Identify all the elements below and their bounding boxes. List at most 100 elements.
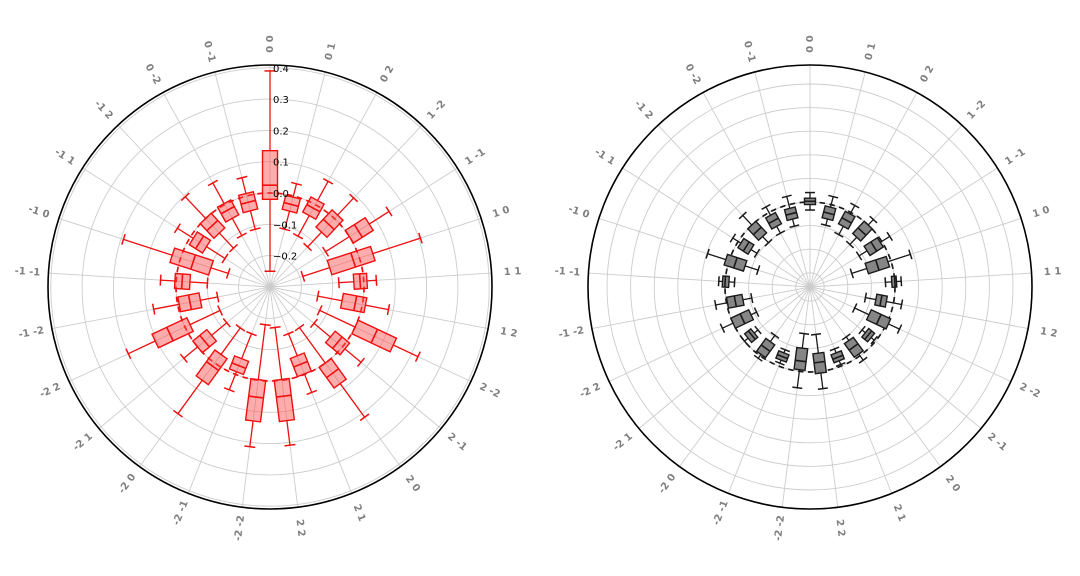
- radial-tick-label: 0.3: [273, 95, 289, 106]
- whisker-cap-high: [180, 192, 190, 202]
- angular-label-1_-2: 1 -2: [425, 99, 448, 122]
- whisker-cap-high: [817, 387, 828, 391]
- angular-label-1_1: 1 1: [504, 266, 522, 278]
- whisker-cap-low: [221, 253, 229, 264]
- polar-axis-outline: [587, 64, 1033, 510]
- whisker-low: [762, 236, 769, 244]
- whisker-high: [365, 304, 389, 311]
- whisker-cap-low: [770, 331, 780, 339]
- angular-label-0_0: 0 0: [805, 35, 816, 52]
- radial-tick-label: −0.2: [273, 252, 297, 263]
- median-line: [350, 252, 357, 268]
- whisker-low: [851, 267, 868, 275]
- angular-label--2_2: -2 2: [578, 381, 602, 400]
- angular-gridline: [809, 286, 982, 429]
- angular-gridline: [638, 286, 811, 429]
- whisker-cap-low: [294, 323, 305, 332]
- box--2_2: [151, 316, 195, 349]
- angular-gridline: [269, 272, 492, 288]
- whisker-cap-high: [244, 445, 256, 449]
- whisker-low: [249, 210, 256, 230]
- angular-label-2_1: 2 1: [351, 503, 368, 523]
- whisker-cap-high: [774, 360, 785, 366]
- whisker-low: [206, 246, 226, 259]
- median-line: [206, 219, 219, 232]
- whisker-cap-low: [845, 240, 855, 249]
- median-line: [733, 295, 738, 307]
- whisker-cap-high: [738, 211, 747, 220]
- whisker-cap-high: [869, 215, 878, 224]
- whisker-high: [292, 183, 298, 198]
- whisker-high: [858, 353, 864, 361]
- whisker-cap-low: [300, 270, 306, 282]
- whisker-low: [200, 296, 218, 301]
- angular-label--2_-1: -2 -1: [171, 499, 191, 527]
- whisker-cap-high: [899, 299, 904, 310]
- median-line: [166, 326, 174, 342]
- median-line: [841, 217, 852, 224]
- median-line: [813, 360, 826, 364]
- angular-label--1_2: -1 2: [632, 99, 655, 122]
- angular-label-0_2: 0 2: [918, 64, 936, 85]
- whisker-cap-low: [820, 223, 831, 228]
- whisker-cap-high: [375, 274, 378, 286]
- median-line: [194, 235, 205, 250]
- whisker-high: [820, 372, 824, 389]
- whisker-high: [160, 279, 175, 282]
- whisker-low: [776, 226, 781, 234]
- whisker-high: [765, 206, 772, 216]
- whisker-cap-low: [799, 332, 810, 336]
- median-line: [180, 273, 184, 290]
- angular-gridline: [809, 272, 1032, 288]
- whisker-low: [849, 236, 858, 245]
- whisker-low: [313, 322, 331, 338]
- angular-label-1_0: 1 0: [491, 204, 511, 220]
- whisker-cap-low: [315, 290, 320, 302]
- radial-tick-label: 0.0: [273, 189, 289, 200]
- whisker-cap-high: [414, 351, 421, 362]
- angular-gridline: [608, 286, 811, 382]
- box-1_0: [326, 245, 376, 276]
- median-line: [326, 368, 340, 379]
- box-2_2: [273, 377, 296, 423]
- whisker-high: [316, 180, 329, 201]
- whisker-high: [123, 238, 173, 256]
- whisker-high: [887, 253, 911, 263]
- median-line: [760, 344, 771, 353]
- angular-label--1_2: -1 2: [92, 99, 115, 122]
- whisker-high: [368, 210, 390, 225]
- whisker-cap-low: [303, 242, 313, 252]
- angular-gridline: [622, 167, 811, 288]
- angular-label-0_-2: 0 -2: [143, 62, 163, 86]
- whisker-high: [339, 383, 366, 418]
- whisker-cap-low: [753, 248, 761, 258]
- angular-label--1_-1: -1 -1: [14, 266, 40, 279]
- whisker-cap-low: [235, 324, 246, 332]
- box-1_2: [339, 292, 368, 314]
- angular-gridline: [269, 286, 472, 382]
- angular-gridline: [781, 286, 811, 508]
- whisker-low: [307, 231, 322, 248]
- whisker-low: [815, 334, 819, 354]
- angular-label--2_0: -2 0: [657, 472, 679, 496]
- box--1_0: [169, 247, 215, 276]
- whisker-high: [228, 371, 238, 391]
- whisker-high: [715, 302, 728, 306]
- angular-label-0_1: 0 1: [323, 42, 338, 62]
- whisker-cap-low: [834, 231, 844, 238]
- whisker-cap-low: [316, 305, 323, 316]
- whisker-cap-low: [309, 318, 319, 329]
- whisker-high: [344, 348, 362, 363]
- radial-tick-label: 0.1: [273, 158, 289, 169]
- whisker-high: [393, 344, 419, 358]
- whisker-low: [241, 333, 253, 359]
- whisker-high: [796, 369, 801, 388]
- median-line: [742, 241, 750, 252]
- whisker-high: [888, 323, 900, 330]
- whisker-high: [153, 303, 180, 310]
- whisker-cap-low: [259, 323, 271, 327]
- angular-label-1_2: 1 2: [1039, 326, 1058, 340]
- whisker-cap-low: [855, 251, 863, 261]
- angular-gridline: [809, 286, 1029, 330]
